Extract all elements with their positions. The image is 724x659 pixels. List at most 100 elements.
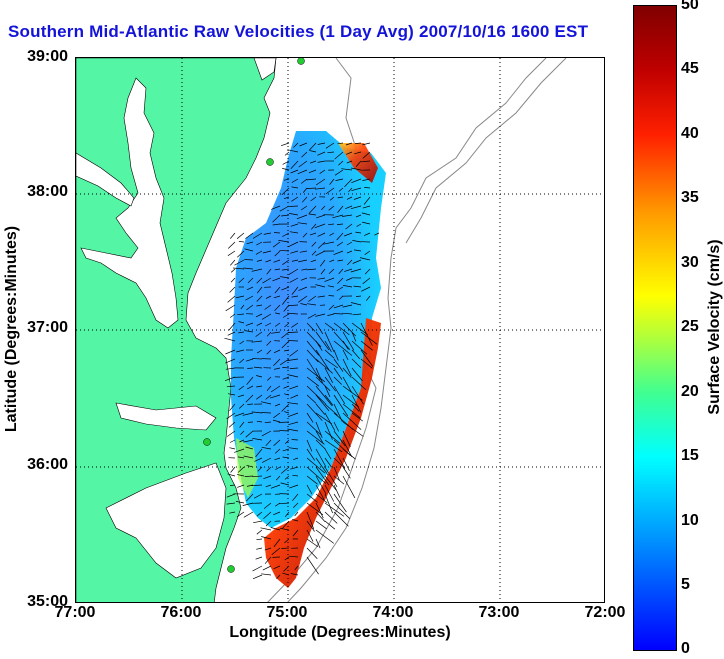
velocity-vector (283, 196, 290, 200)
velocity-vector (341, 168, 353, 171)
velocity-vector (333, 457, 344, 468)
velocity-vector (307, 303, 317, 306)
velocity-vector (291, 196, 299, 202)
velocity-vector (308, 213, 317, 216)
velocity-vector (288, 374, 299, 378)
velocity-vector (342, 421, 364, 437)
velocity-vector (351, 331, 357, 342)
velocity-vector (317, 295, 326, 298)
velocity-vector (324, 322, 336, 331)
velocity-vector (236, 232, 245, 239)
velocity-vector (282, 376, 290, 380)
velocity-vector (328, 304, 335, 311)
map-plot-area[interactable] (75, 57, 605, 603)
velocity-vector (306, 493, 318, 503)
velocity-vector (292, 474, 299, 477)
velocity-vector (328, 223, 335, 226)
velocity-vector (291, 286, 299, 295)
velocity-vector (234, 448, 245, 453)
velocity-vector (342, 285, 353, 288)
velocity-vector (281, 286, 290, 291)
velocity-vector (284, 511, 290, 518)
colorbar-tick-label: 45 (681, 60, 699, 77)
velocity-vector (324, 421, 333, 440)
velocity-vector (290, 466, 299, 470)
velocity-vector (325, 187, 335, 195)
velocity-vector (264, 304, 272, 310)
velocity-vector (342, 412, 362, 430)
velocity-vector (262, 565, 272, 571)
velocity-vector (282, 448, 290, 452)
velocity-vector (263, 511, 272, 520)
velocity-vector (324, 412, 336, 431)
velocity-vector (311, 250, 317, 256)
velocity-vector (275, 466, 281, 471)
velocity-vector (287, 358, 299, 361)
velocity-vector (306, 412, 314, 423)
velocity-vector (238, 277, 245, 283)
velocity-vector (338, 187, 344, 192)
velocity-vector (306, 511, 315, 530)
velocity-vector (287, 312, 299, 315)
velocity-vector (353, 196, 362, 200)
velocity-vector (289, 277, 299, 283)
velocity-vector (275, 312, 281, 315)
velocity-vector (246, 286, 254, 291)
velocity-vector (345, 223, 353, 230)
velocity-vector (333, 475, 345, 485)
colorbar-tick-label: 0 (681, 640, 690, 657)
velocity-vector (239, 439, 245, 443)
velocity-vector (333, 367, 343, 380)
colorbar-tick-label: 35 (681, 189, 699, 206)
colorbar-tick-label: 25 (681, 318, 699, 335)
velocity-vector (289, 205, 299, 207)
y-tick-label: 39:00 (27, 48, 68, 65)
velocity-vector (245, 394, 254, 403)
velocity-vector (272, 241, 281, 248)
velocity-vector (314, 187, 326, 190)
velocity-vector (347, 259, 353, 266)
velocity-vector (230, 466, 236, 473)
velocity-vector (281, 331, 290, 339)
velocity-vector (315, 178, 326, 186)
velocity-vector (229, 439, 236, 443)
velocity-vector (230, 268, 236, 273)
velocity-vector (324, 448, 332, 460)
velocity-vector (265, 394, 272, 400)
velocity-vector (334, 151, 344, 160)
velocity-vector (333, 493, 347, 513)
velocity-vector (256, 375, 263, 378)
velocity-vector (333, 466, 340, 481)
velocity-vector (333, 502, 351, 520)
velocity-vector (270, 527, 281, 531)
colorbar-tick-label: 10 (681, 512, 699, 529)
velocity-vector (230, 259, 236, 266)
velocity-vector (336, 223, 344, 225)
velocity-vector (227, 295, 236, 303)
velocity-vector (333, 313, 344, 315)
velocity-vector (315, 358, 333, 374)
velocity-vector (291, 178, 299, 183)
velocity-vector (363, 196, 371, 205)
velocity-vector (339, 295, 344, 300)
velocity-vector (351, 412, 364, 422)
velocity-vector (281, 187, 290, 196)
velocity-vector (299, 142, 308, 147)
velocity-vector (254, 457, 263, 462)
velocity-vector (342, 439, 353, 457)
velocity-vector (361, 160, 371, 163)
velocity-vector (327, 313, 335, 316)
x-tick-label: 72:00 (584, 604, 626, 621)
velocity-vector (348, 187, 353, 192)
velocity-vector (364, 232, 371, 236)
velocity-vector (329, 196, 335, 201)
velocity-vector (306, 520, 315, 532)
velocity-vector (311, 223, 317, 230)
velocity-vector (324, 403, 338, 416)
velocity-vector (301, 196, 308, 203)
velocity-vector (265, 520, 272, 527)
velocity-vector (317, 151, 326, 156)
velocity-vector (333, 421, 340, 432)
velocity-vector (284, 349, 290, 352)
colorbar-tick-label: 30 (681, 254, 699, 271)
